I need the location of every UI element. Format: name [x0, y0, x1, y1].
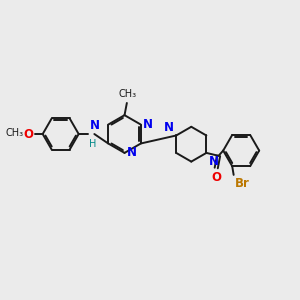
- Text: O: O: [211, 172, 221, 184]
- Text: N: N: [127, 146, 136, 159]
- Text: N: N: [164, 121, 174, 134]
- Text: N: N: [89, 119, 99, 132]
- Text: CH₃: CH₃: [118, 89, 136, 99]
- Text: CH₃: CH₃: [5, 128, 23, 138]
- Text: H: H: [89, 139, 97, 149]
- Text: Br: Br: [235, 177, 249, 190]
- Text: N: N: [209, 154, 219, 168]
- Text: O: O: [23, 128, 33, 140]
- Text: N: N: [143, 118, 153, 131]
